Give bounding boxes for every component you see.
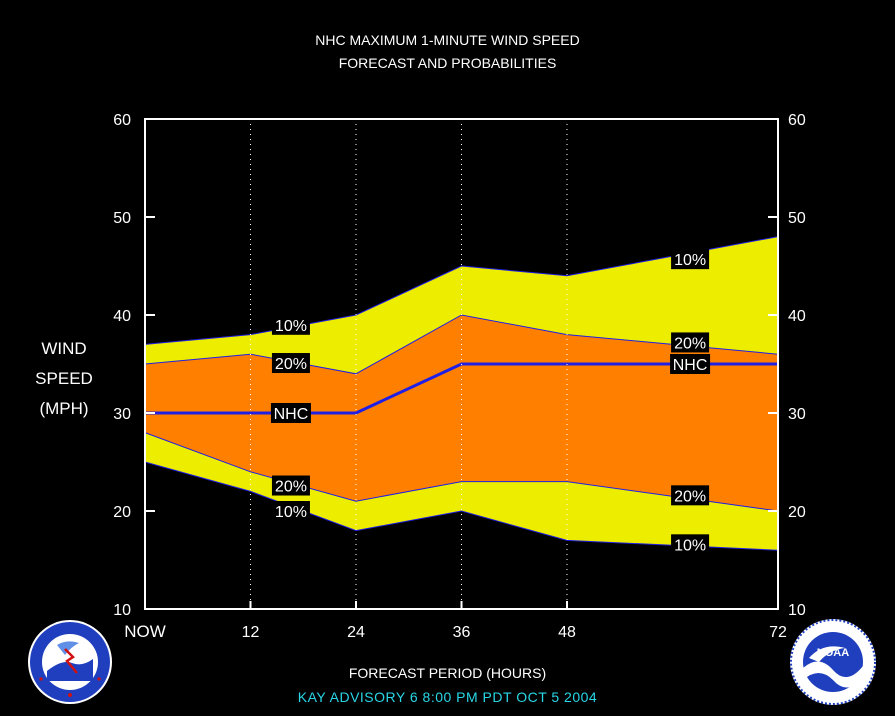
series-edge-4 [144, 461, 779, 551]
x-tick-label: 48 [558, 624, 576, 641]
series-label-box [671, 332, 710, 353]
series-label-box [271, 501, 310, 521]
chart-title-line2: FORECAST AND PROBABILITIES [338, 55, 557, 71]
nws-logo [28, 620, 112, 704]
y-axis-label-line1: WIND [41, 339, 87, 358]
series-label: 20% [674, 335, 706, 352]
series-edge-0 [144, 236, 779, 345]
x-tick-label: 24 [347, 624, 365, 641]
series-label-box [271, 314, 310, 335]
series-label-box [271, 353, 310, 374]
chart-title-line1: NHC MAXIMUM 1-MINUTE WIND SPEED [315, 32, 580, 48]
series-label: 10% [275, 504, 307, 521]
advisory-line: KAY ADVISORY 6 8:00 PM PDT OCT 5 2004 [297, 689, 598, 705]
series-label: 10% [674, 252, 706, 269]
y-axis-label-line3: (MPH) [39, 399, 89, 418]
x-tick-label: 36 [453, 624, 471, 641]
series-label-box [670, 354, 711, 374]
series-label: 10% [275, 318, 307, 335]
series-label: 20% [275, 479, 307, 496]
y-tick-label-right: 40 [788, 308, 806, 325]
series-label-box [671, 485, 710, 506]
y-tick-label-left: 20 [113, 504, 131, 521]
y-tick-label-left: 50 [113, 210, 131, 227]
series-edge-3 [144, 432, 779, 512]
series-edge-1 [144, 314, 779, 375]
x-tick-label: 72 [769, 624, 787, 641]
series-label: 10% [674, 537, 706, 554]
y-tick-label-left: 30 [113, 406, 131, 423]
y-tick-label-right: 50 [788, 210, 806, 227]
noaa-logo-text: NOAA [817, 647, 849, 659]
y-tick-label-right: 10 [788, 602, 806, 619]
y-tick-label-left: 60 [113, 112, 131, 129]
x-tick-label: NOW [124, 622, 166, 641]
series-label-box [671, 249, 710, 270]
series-label-box [270, 403, 311, 423]
y-tick-label-left: 10 [113, 602, 131, 619]
y-tick-label-right: 20 [788, 504, 806, 521]
y-tick-label-left: 40 [113, 308, 131, 325]
series-label: NHC [274, 406, 309, 423]
y-axis-label-line2: SPEED [35, 369, 93, 388]
x-axis-label: FORECAST PERIOD (HOURS) [348, 665, 547, 681]
series-label: NHC [673, 357, 708, 374]
series-label-box [671, 534, 710, 555]
x-tick-label: 12 [242, 624, 260, 641]
y-tick-label-right: 60 [788, 112, 806, 129]
series-label: 20% [674, 488, 706, 505]
series-label-box [271, 475, 310, 496]
series-label: 20% [275, 356, 307, 373]
noaa-logo: NOAA [790, 619, 876, 705]
series-nhc-line [145, 362, 778, 415]
y-tick-label-right: 30 [788, 406, 806, 423]
